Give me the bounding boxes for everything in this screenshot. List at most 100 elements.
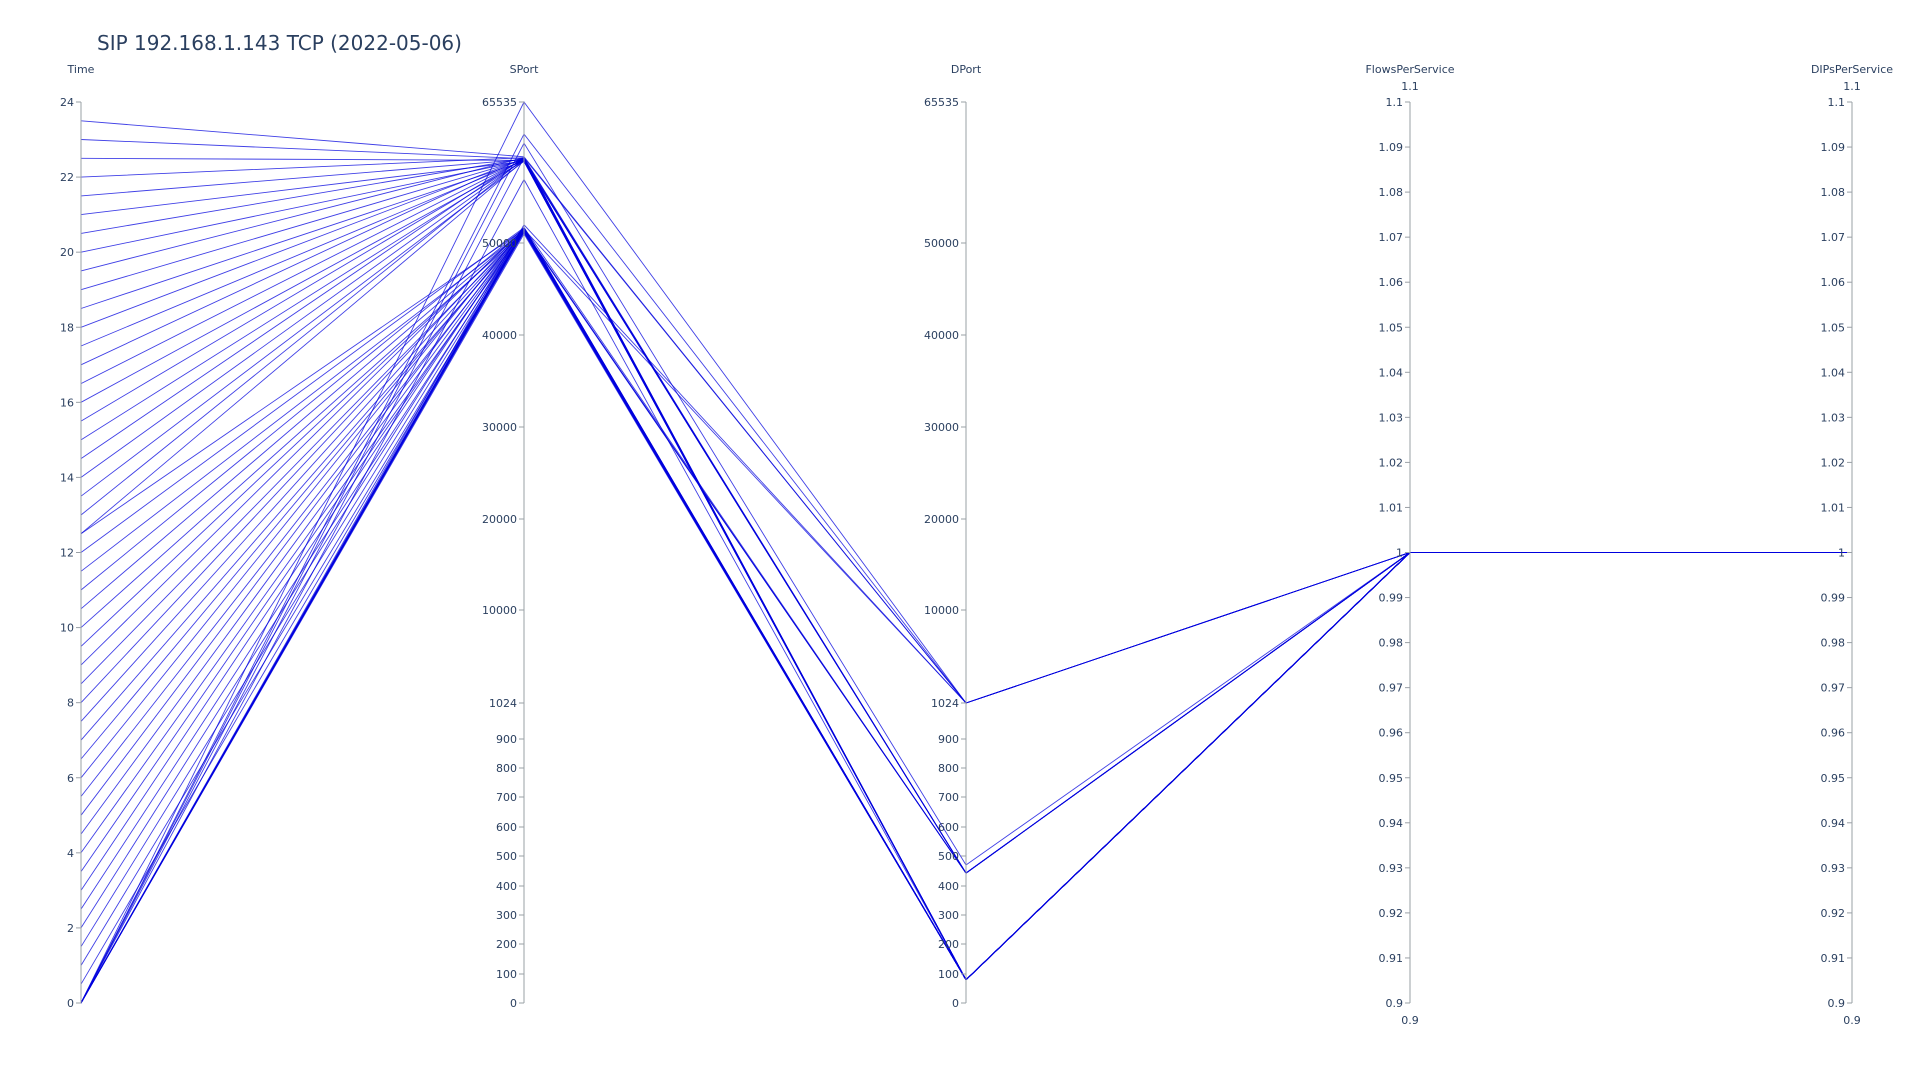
tick-label: 1.06: [1821, 276, 1846, 289]
tick-label: 0: [952, 997, 959, 1010]
range-max-label: 1.1: [1843, 80, 1861, 93]
tick-label: 400: [938, 880, 959, 893]
tick-label: 0.9: [1386, 997, 1404, 1010]
axis-flowsperservice: FlowsPerService0.90.910.920.930.940.950.…: [1365, 63, 1454, 1027]
tick-label: 18: [60, 321, 74, 334]
tick-label: 22: [60, 171, 74, 184]
tick-label: 0.97: [1821, 682, 1846, 695]
tick-label: 0.98: [1821, 637, 1846, 650]
tick-label: 1.07: [1821, 231, 1846, 244]
tick-label: 2: [67, 922, 74, 935]
axis-title: DIPsPerService: [1811, 63, 1893, 76]
tick-label: 1: [1396, 547, 1403, 560]
tick-label: 600: [496, 821, 517, 834]
tick-label: 1.02: [1821, 456, 1846, 469]
range-max-label: 1.1: [1401, 80, 1419, 93]
chart-title: SIP 192.168.1.143 TCP (2022-05-06): [97, 31, 462, 55]
tick-label: 1.04: [1821, 366, 1846, 379]
axis-dport: DPort 0 100 200 300 400 500 600 700 800 900 1024 100…: [924, 63, 982, 1010]
range-min-label: 0.9: [1843, 1014, 1861, 1027]
tick-label: 40000: [924, 329, 959, 342]
tick-label: 300: [496, 909, 517, 922]
tick-label: 100: [496, 968, 517, 981]
tick-label: 0: [510, 997, 517, 1010]
tick-label: 1024: [489, 697, 517, 710]
tick-label: 30000: [482, 421, 517, 434]
tick-label: 1: [1838, 547, 1845, 560]
tick-label: 0.95: [1379, 772, 1404, 785]
tick-label: 300: [938, 909, 959, 922]
axis-title: Time: [67, 63, 95, 76]
axis-title: DPort: [951, 63, 982, 76]
tick-label: 0.9: [1828, 997, 1846, 1010]
tick-label: 800: [938, 762, 959, 775]
axis-dipsperservice: DIPsPerService0.90.910.920.930.940.950.9…: [1811, 63, 1893, 1027]
axis-title: SPort: [510, 63, 539, 76]
tick-label: 0: [67, 997, 74, 1010]
tick-label: 30000: [924, 421, 959, 434]
tick-label: 100: [938, 968, 959, 981]
tick-label: 800: [496, 762, 517, 775]
axes-layer: Time024681012141618202224SPort0100200300…: [60, 63, 1893, 1027]
tick-label: 50000: [482, 237, 517, 250]
tick-label: 20: [60, 246, 74, 259]
tick-label: 0.94: [1379, 817, 1404, 830]
tick-label: 1.02: [1379, 456, 1404, 469]
tick-label: 1.1: [1828, 96, 1846, 109]
tick-label: 0.99: [1821, 592, 1846, 605]
tick-label: 200: [496, 938, 517, 951]
tick-label: 0.95: [1821, 772, 1846, 785]
tick-label: 0.91: [1379, 952, 1404, 965]
tick-label: 1024: [931, 697, 959, 710]
tick-label: 40000: [482, 329, 517, 342]
tick-label: 0.94: [1821, 817, 1846, 830]
tick-label: 1.1: [1386, 96, 1404, 109]
range-min-label: 0.9: [1401, 1014, 1419, 1027]
tick-label: 700: [938, 791, 959, 804]
tick-label: 0.92: [1821, 907, 1846, 920]
tick-label: 10000: [924, 604, 959, 617]
tick-label: 1.01: [1379, 501, 1404, 514]
tick-label: 900: [496, 733, 517, 746]
tick-label: 10: [60, 622, 74, 635]
tick-label: 1.03: [1821, 411, 1846, 424]
tick-label: 10000: [482, 604, 517, 617]
tick-label: 600: [938, 821, 959, 834]
axis-sport: SPort 0 100 200 300 400 500 600 700 800 900 1024 100…: [482, 63, 539, 1010]
tick-label: 4: [67, 847, 74, 860]
tick-label: 700: [496, 791, 517, 804]
tick-label: 50000: [924, 237, 959, 250]
tick-label: 500: [496, 850, 517, 863]
tick-label: 65535: [482, 96, 517, 109]
tick-label: 0.93: [1821, 862, 1846, 875]
tick-label: 6: [67, 772, 74, 785]
tick-label: 20000: [482, 513, 517, 526]
tick-label: 1.08: [1379, 186, 1404, 199]
tick-label: 1.04: [1379, 366, 1404, 379]
tick-label: 0.92: [1379, 907, 1404, 920]
tick-label: 20000: [924, 513, 959, 526]
tick-label: 1.08: [1821, 186, 1846, 199]
tick-label: 14: [60, 471, 74, 484]
tick-label: 1.06: [1379, 276, 1404, 289]
tick-label: 0.96: [1821, 727, 1846, 740]
axis-title: FlowsPerService: [1365, 63, 1454, 76]
tick-label: 200: [938, 938, 959, 951]
tick-label: 0.91: [1821, 952, 1846, 965]
tick-label: 1.05: [1379, 321, 1404, 334]
tick-label: 65535: [924, 96, 959, 109]
tick-label: 1.01: [1821, 501, 1846, 514]
tick-label: 24: [60, 96, 74, 109]
tick-label: 500: [938, 850, 959, 863]
tick-label: 0.96: [1379, 727, 1404, 740]
tick-label: 16: [60, 396, 74, 409]
tick-label: 1.05: [1821, 321, 1846, 334]
tick-label: 400: [496, 880, 517, 893]
tick-label: 0.97: [1379, 682, 1404, 695]
tick-label: 1.07: [1379, 231, 1404, 244]
tick-label: 0.99: [1379, 592, 1404, 605]
tick-label: 900: [938, 733, 959, 746]
